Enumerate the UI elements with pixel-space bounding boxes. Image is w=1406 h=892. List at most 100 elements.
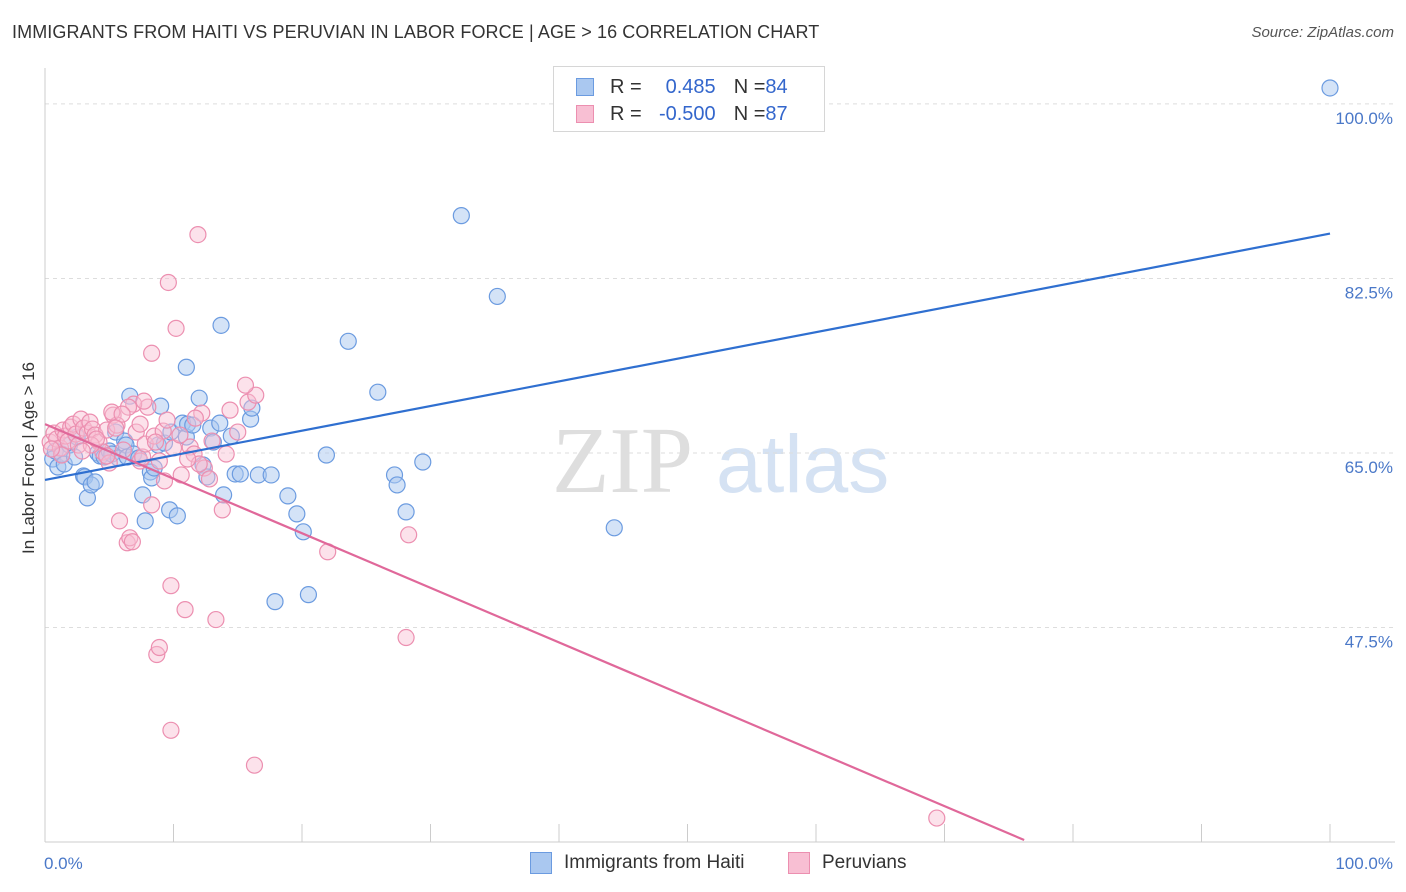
data-point-haiti [136,512,154,530]
watermark: ZIP atlas [552,409,889,513]
legend-n-label: N = [733,75,766,98]
y-tick-label: 100.0% [1335,109,1393,128]
data-point-peruvian [236,376,255,394]
data-point-peruvian [119,398,138,416]
data-point-peruvian [150,638,168,657]
data-point-peruvian [213,501,231,519]
data-point-peruvian [229,423,247,441]
data-point-haiti [279,487,297,505]
trend-lines [44,232,1331,842]
data-point-haiti [212,316,230,334]
y-tick-label: 47.5% [1345,633,1393,652]
y-tick-labels: 100.0% 82.5% 65.0% 47.5% [1335,109,1393,652]
data-point-peruvian [928,809,946,827]
watermark-zip: ZIP [552,409,693,513]
data-point-peruvian [143,496,161,514]
legend-n-value: 87 [765,102,788,125]
data-point-peruvian [125,395,143,413]
legend-r-value: -0.500 [658,102,716,125]
series-peruvians [41,225,946,827]
data-point-haiti [339,332,357,350]
legend-r-value: 0.485 [665,75,716,98]
data-point-peruvian [162,577,180,595]
correlation-legend: R = 0.485 N = 84 R = -0.500 N = 87 [553,66,825,132]
data-point-peruvian [143,344,161,362]
data-point-peruvian [171,426,189,444]
y-axis-label: In Labor Force | Age > 16 [19,362,38,554]
data-point-haiti [231,465,249,483]
data-point-peruvian [159,273,177,292]
data-point-haiti [288,505,306,523]
data-point-peruvian [221,401,239,419]
data-point-peruvian [247,386,265,404]
data-point-haiti [369,383,387,401]
data-point-peruvian [158,411,176,429]
data-point-peruvian [131,415,149,433]
data-point-peruvian [217,445,235,463]
data-point-peruvian [203,432,221,450]
data-point-peruvian [127,423,145,441]
data-point-peruvian [179,450,197,468]
data-point-haiti [299,586,318,604]
chart-title: IMMIGRANTS FROM HAITI VS PERUVIAN IN LAB… [12,22,820,42]
legend-item-peruvians: Peruvians [788,852,907,874]
data-point-peruvian [145,427,163,445]
data-point-haiti [397,503,415,521]
data-point-peruvian [107,419,125,437]
data-point-peruvian [113,405,131,423]
legend-label-peruvians: Peruvians [822,852,907,873]
data-point-peruvian [186,409,204,427]
data-point-haiti [605,519,623,537]
data-point-peruvian [73,442,91,460]
data-point-peruvian [135,392,153,410]
data-point-peruvian [207,610,225,629]
legend-swatch-blue [576,78,594,96]
data-point-haiti [262,466,280,484]
data-point-peruvian [400,526,418,544]
legend-r-label: R = [610,102,642,125]
series-immigrants-from-haiti [44,79,1339,611]
x-tick-label: 100.0% [1335,854,1393,873]
source-attribution: Source: ZipAtlas.com [1251,24,1394,41]
data-point-peruvian [162,721,180,739]
legend-swatch-pink [576,105,594,123]
x-tick-labels: 0.0% 100.0% [44,854,1393,873]
data-point-peruvian [189,225,207,244]
data-point-haiti [86,473,104,491]
legend-swatch-pink [788,852,810,874]
legend-row-haiti: R = 0.485 N = 84 [576,73,788,101]
data-point-peruvian [123,533,141,551]
data-point-haiti [152,397,170,415]
gridlines [45,103,1395,629]
trend-line-haiti [44,232,1331,482]
x-tick-label: 0.0% [44,854,83,873]
data-point-peruvian [110,512,129,530]
legend-n-value: 84 [765,75,788,98]
y-tick-label: 82.5% [1345,283,1393,302]
data-point-peruvian [103,403,121,421]
data-point-haiti [414,453,432,471]
watermark-atlas: atlas [716,419,889,510]
data-point-peruvian [245,756,264,774]
legend-swatch-blue [530,852,552,874]
data-point-haiti [266,593,284,611]
axes [44,68,1395,843]
data-point-peruvian [176,601,194,619]
legend-r-label: R = [610,75,642,98]
trend-line-peruvians [44,423,1025,842]
data-point-haiti [388,476,406,494]
series-legend: Immigrants from Haiti Peruvians [0,852,1406,878]
legend-n-label: N = [733,102,766,125]
data-point-haiti [168,507,186,525]
data-point-peruvian [118,534,136,552]
y-tick-label: 65.0% [1345,458,1393,477]
legend-label-haiti: Immigrants from Haiti [564,852,745,873]
data-point-peruvian [146,433,165,451]
data-point-haiti [452,207,470,225]
data-point-peruvian [200,470,219,488]
data-point-peruvian [397,628,415,647]
data-point-haiti [190,389,208,407]
data-point-peruvian [53,446,71,464]
legend-item-haiti: Immigrants from Haiti [530,852,745,874]
